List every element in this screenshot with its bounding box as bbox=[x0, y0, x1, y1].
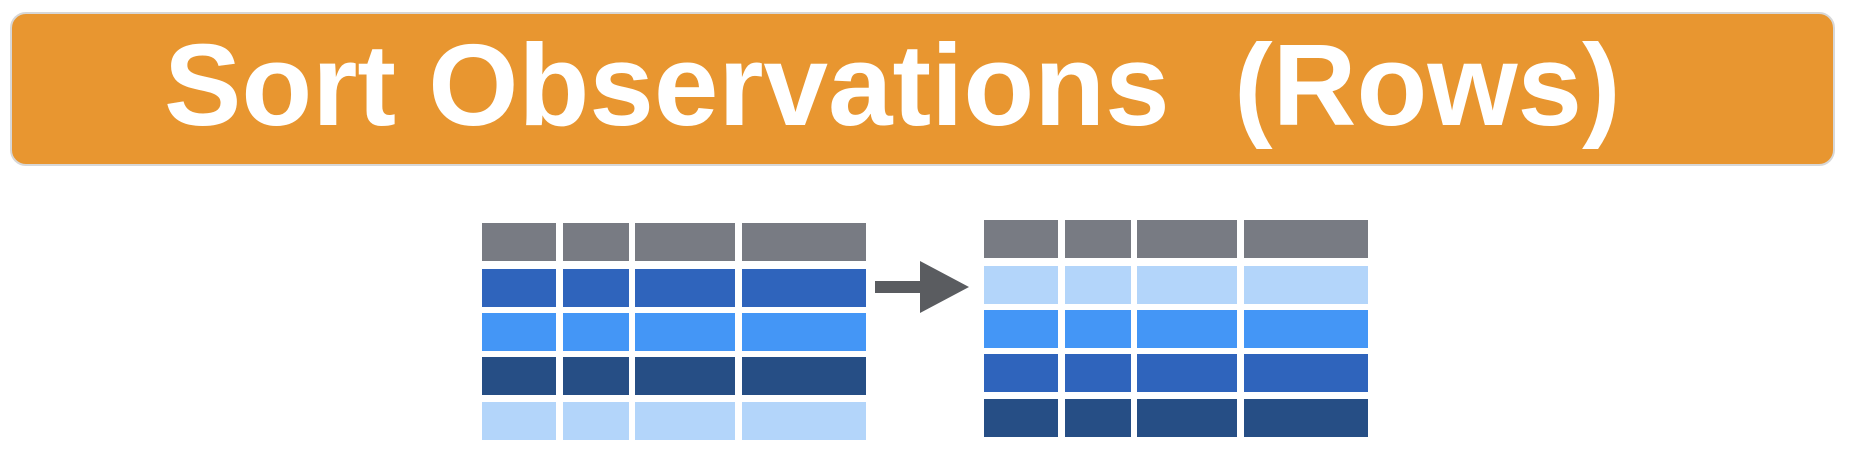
after-row-3-cell bbox=[984, 354, 1058, 392]
after-row-4-cell bbox=[1065, 399, 1131, 437]
before-header-cell bbox=[635, 223, 735, 261]
after-row-2-cell bbox=[1244, 310, 1368, 348]
before-row-1-cell bbox=[635, 269, 735, 307]
before-row-2-cell bbox=[563, 313, 629, 351]
after-row-2-cell bbox=[984, 310, 1058, 348]
after-header-cell bbox=[984, 220, 1058, 258]
before-row-3-cell bbox=[563, 357, 629, 395]
after-header-cell bbox=[1137, 220, 1237, 258]
after-row-1-cell bbox=[1137, 266, 1237, 304]
before-row-2-cell bbox=[482, 313, 556, 351]
title-banner: Sort Observations (Rows) bbox=[10, 12, 1835, 166]
banner-title: Sort Observations (Rows) bbox=[164, 20, 1621, 150]
before-header-cell bbox=[742, 223, 866, 261]
before-row-4-cell bbox=[742, 402, 866, 440]
after-row-1-cell bbox=[1065, 266, 1131, 304]
before-row-2-cell bbox=[742, 313, 866, 351]
after-row-4-cell bbox=[1244, 399, 1368, 437]
before-row-3-cell bbox=[742, 357, 866, 395]
after-row-2-cell bbox=[1137, 310, 1237, 348]
before-row-1-cell bbox=[563, 269, 629, 307]
after-row-4-cell bbox=[984, 399, 1058, 437]
before-header-cell bbox=[563, 223, 629, 261]
after-row-1-cell bbox=[1244, 266, 1368, 304]
before-row-4-cell bbox=[563, 402, 629, 440]
before-row-3-cell bbox=[635, 357, 735, 395]
after-row-3-cell bbox=[1244, 354, 1368, 392]
after-row-3-cell bbox=[1065, 354, 1131, 392]
after-row-1-cell bbox=[984, 266, 1058, 304]
after-header-cell bbox=[1244, 220, 1368, 258]
after-row-4-cell bbox=[1137, 399, 1237, 437]
after-header-cell bbox=[1065, 220, 1131, 258]
before-header-cell bbox=[482, 223, 556, 261]
before-row-1-cell bbox=[482, 269, 556, 307]
before-row-2-cell bbox=[635, 313, 735, 351]
before-row-3-cell bbox=[482, 357, 556, 395]
right-arrow-icon bbox=[875, 261, 969, 313]
before-row-4-cell bbox=[482, 402, 556, 440]
before-row-4-cell bbox=[635, 402, 735, 440]
after-row-2-cell bbox=[1065, 310, 1131, 348]
after-row-3-cell bbox=[1137, 354, 1237, 392]
before-row-1-cell bbox=[742, 269, 866, 307]
